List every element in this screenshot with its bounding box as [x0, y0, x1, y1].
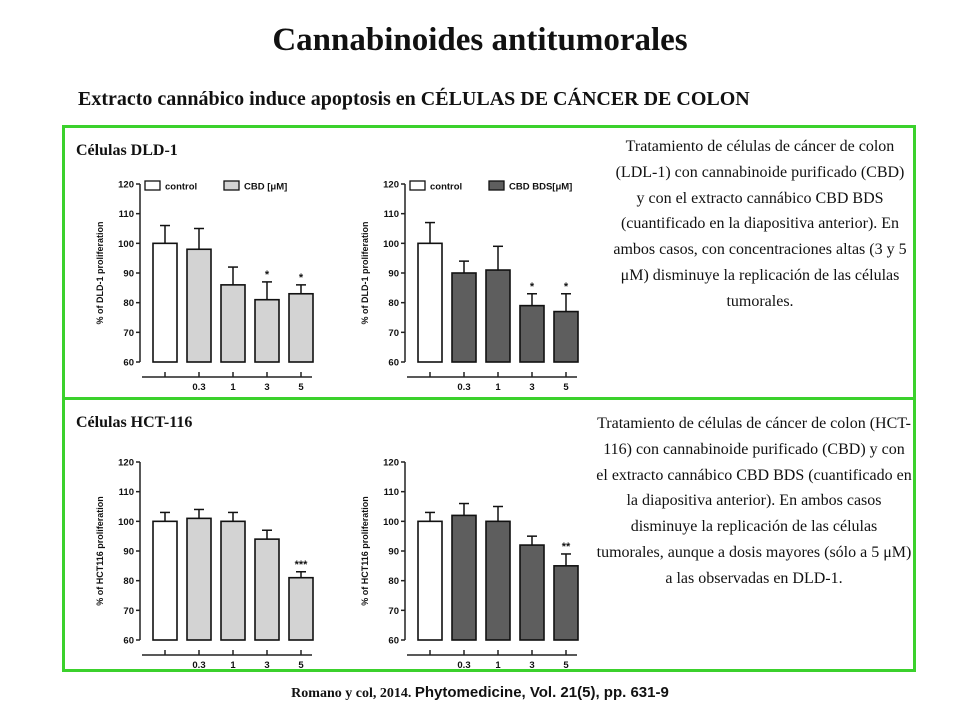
x-tick-label: 5: [563, 382, 569, 393]
y-tick-label: 110: [119, 209, 134, 220]
y-tick-label: 90: [388, 269, 399, 280]
x-tick-label: 0.3: [457, 660, 470, 671]
citation: Romano y col, 2014. Phytomedicine, Vol. …: [0, 684, 960, 702]
y-axis-label: % of HCT116 proliferation: [360, 496, 370, 606]
y-tick-label: 120: [118, 458, 134, 469]
y-tick-label: 110: [119, 487, 134, 498]
section-divider: [62, 397, 916, 400]
bar: [519, 544, 545, 641]
y-tick-label: 90: [123, 269, 134, 280]
bar: [288, 292, 314, 363]
legend-swatch-treatment: [223, 180, 240, 191]
significance-marker: *: [265, 269, 270, 281]
y-tick-label: 80: [123, 298, 134, 309]
y-tick-label: 100: [118, 517, 134, 528]
legend-label-treatment: CBD [μM]: [244, 182, 287, 193]
y-axis-label: % of HCT116 proliferation: [95, 496, 105, 606]
x-tick-label: 3: [264, 660, 269, 671]
x-tick-label: 3: [529, 660, 534, 671]
citation-journal: Phytomedicine, Vol. 21(5), pp. 631-9: [414, 684, 669, 701]
description-hct116: Tratamiento de células de cáncer de colo…: [596, 415, 912, 587]
y-tick-label: 60: [123, 636, 134, 647]
y-tick-label: 60: [388, 636, 399, 647]
y-tick-label: 110: [384, 487, 399, 498]
bar: [417, 520, 443, 641]
bar: [152, 520, 178, 641]
y-tick-label: 80: [123, 576, 134, 587]
y-tick-label: 90: [388, 547, 399, 558]
bar: [254, 298, 280, 363]
y-tick-label: 90: [123, 547, 134, 558]
x-tick-label: 0.3: [192, 660, 205, 671]
x-tick-label: 5: [298, 382, 304, 393]
y-tick-label: 120: [118, 180, 134, 191]
section-label-hct116: Células HCT-116: [76, 414, 193, 431]
x-tick-label: 3: [264, 382, 269, 393]
description-dld1: Tratamiento de células de cáncer de colo…: [613, 138, 907, 310]
y-tick-label: 80: [388, 576, 399, 587]
x-tick-label: 5: [563, 660, 569, 671]
chart-hct116-cbd: 60 70 80 90 100 110 120 % of HCT116 proliferati…: [95, 458, 314, 671]
bar: [417, 242, 443, 363]
bar: [451, 514, 477, 641]
bar: [519, 304, 545, 363]
y-tick-label: 100: [118, 239, 134, 250]
y-tick-label: 100: [383, 517, 399, 528]
bar: [553, 565, 579, 641]
significance-marker: ***: [295, 559, 309, 571]
y-axis-label: % of DLD-1 proliferation: [360, 222, 370, 325]
x-tick-label: 3: [529, 382, 534, 393]
significance-marker: *: [299, 272, 304, 284]
bar: [254, 538, 280, 641]
chart-dld1-cbd: 60 70 80 90 100 110 120 % of DLD-1 proliferatio…: [95, 180, 314, 393]
y-tick-label: 70: [388, 606, 399, 617]
significance-marker: *: [564, 281, 569, 293]
bar: [186, 248, 212, 363]
legend-label-treatment: CBD BDS[μM]: [509, 182, 572, 193]
x-tick-label: 1: [495, 382, 501, 393]
significance-marker: **: [562, 541, 571, 553]
significance-marker: *: [530, 281, 535, 293]
legend-swatch-control: [144, 180, 161, 191]
chart-dld1-cbd-bds: 60 70 80 90 100 110 120 % of DLD-1 proliferatio…: [360, 180, 579, 393]
bar: [220, 520, 246, 641]
y-tick-label: 70: [123, 606, 134, 617]
y-tick-label: 80: [388, 298, 399, 309]
x-tick-label: 1: [230, 660, 236, 671]
x-tick-label: 0.3: [457, 382, 470, 393]
bar: [485, 269, 511, 363]
y-tick-label: 70: [123, 328, 134, 339]
legend-swatch-control: [409, 180, 426, 191]
y-tick-label: 60: [123, 358, 134, 369]
y-tick-label: 110: [384, 209, 399, 220]
slide-title: Cannabinoides antitumorales: [272, 22, 688, 58]
y-tick-label: 70: [388, 328, 399, 339]
slide-subtitle: Extracto cannábico induce apoptosis en C…: [78, 88, 750, 110]
bar: [485, 520, 511, 641]
chart-hct116-cbd-bds: 60 70 80 90 100 110 120 % of HCT116 proliferati…: [360, 458, 579, 671]
x-tick-label: 0.3: [192, 382, 205, 393]
bar: [152, 242, 178, 363]
y-tick-label: 100: [383, 239, 399, 250]
y-tick-label: 120: [383, 458, 399, 469]
legend-swatch-treatment: [488, 180, 505, 191]
bar: [186, 517, 212, 641]
bar: [220, 284, 246, 363]
y-tick-label: 60: [388, 358, 399, 369]
y-tick-label: 120: [383, 180, 399, 191]
y-axis-label: % of DLD-1 proliferation: [95, 222, 105, 325]
section-label-dld1: Células DLD-1: [76, 142, 178, 159]
bar: [553, 310, 579, 363]
bar: [451, 272, 477, 363]
x-tick-label: 1: [495, 660, 501, 671]
bar: [288, 576, 314, 641]
citation-authors: Romano y col, 2014.: [291, 686, 412, 701]
x-tick-label: 1: [230, 382, 236, 393]
legend-label-control: control: [430, 182, 462, 193]
legend-label-control: control: [165, 182, 197, 193]
x-tick-label: 5: [298, 660, 304, 671]
